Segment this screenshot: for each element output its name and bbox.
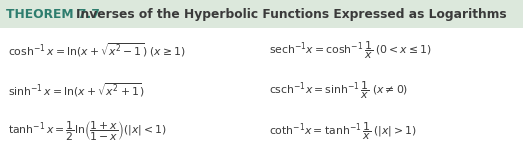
Text: $\cosh^{-1} x = \ln(x + \sqrt{x^2 - 1})\;(x \geq 1)$: $\cosh^{-1} x = \ln(x + \sqrt{x^2 - 1})\… bbox=[8, 41, 186, 59]
Text: $\tanh^{-1} x = \dfrac{1}{2}\ln\!\left(\dfrac{1+x}{1-x}\right)(|x| < 1)$: $\tanh^{-1} x = \dfrac{1}{2}\ln\!\left(\… bbox=[8, 119, 167, 143]
Text: $\mathrm{csch}^{-1} x = \sinh^{-1} \dfrac{1}{x}\;(x \neq 0)$: $\mathrm{csch}^{-1} x = \sinh^{-1} \dfra… bbox=[269, 80, 408, 101]
FancyBboxPatch shape bbox=[0, 0, 523, 28]
Text: $\mathrm{sech}^{-1} x = \cosh^{-1} \dfrac{1}{x}\;(0 < x \leq 1)$: $\mathrm{sech}^{-1} x = \cosh^{-1} \dfra… bbox=[269, 39, 433, 61]
Text: THEOREM 7.7: THEOREM 7.7 bbox=[6, 8, 100, 21]
Text: $\sinh^{-1} x = \ln(x + \sqrt{x^2 + 1})$: $\sinh^{-1} x = \ln(x + \sqrt{x^2 + 1})$ bbox=[8, 82, 145, 99]
Text: Inverses of the Hyperbolic Functions Expressed as Logarithms: Inverses of the Hyperbolic Functions Exp… bbox=[76, 8, 506, 21]
Text: $\mathrm{coth}^{-1} x = \tanh^{-1} \dfrac{1}{x}\;(|x| > 1)$: $\mathrm{coth}^{-1} x = \tanh^{-1} \dfra… bbox=[269, 120, 417, 142]
